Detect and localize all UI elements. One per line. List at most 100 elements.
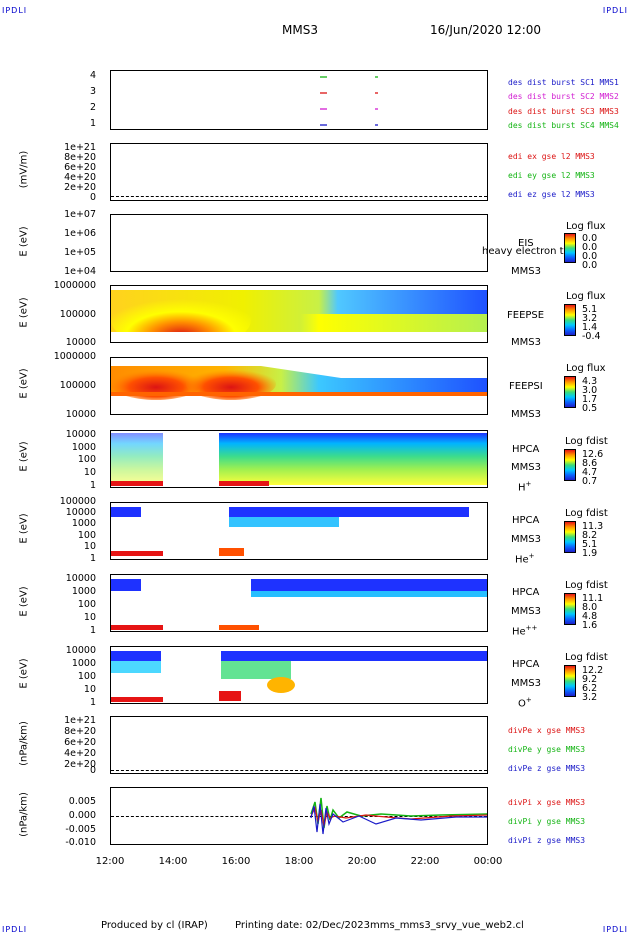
feepse-gap	[111, 332, 487, 342]
divpe-ytick-4: 2e+20	[64, 759, 96, 770]
hpca-hepp-band-b	[219, 625, 259, 630]
eis-overlay-text: heavy electron to	[482, 246, 570, 257]
hpca-hepp-cbar-title: Log fdist	[565, 580, 608, 591]
hpca-h-cbar-v3: 0.7	[582, 476, 598, 487]
divpe-legend-y: divPe y gse MMS3	[508, 745, 586, 754]
feepse-colorbar	[564, 304, 576, 336]
hpca-o-top-b	[221, 651, 487, 661]
divpe-ytick-0: 1e+21	[64, 715, 96, 726]
hpca-h-species-charge: +	[525, 480, 532, 488]
divpe-legend-z: divPe z gse MMS3	[508, 764, 586, 773]
feepse-cbar-v2: 1.4	[582, 322, 598, 333]
hpca-h-band-b	[219, 481, 269, 486]
burst-panel	[110, 70, 488, 130]
hpca-o-band-b	[219, 691, 241, 701]
edi-ytick-2: 6e+20	[64, 162, 96, 173]
corner-label-top-right: IPDLI	[602, 6, 628, 15]
edi-legend-z: edi ez gse l2 MMS3	[508, 190, 595, 199]
hpca-hepp-cbar-v2: 4.8	[582, 611, 598, 622]
hpca-hepp-ytick-0: 10000	[65, 573, 96, 584]
burst-ytick-2: 2	[89, 102, 96, 113]
feepse-ytick-0: 1000000	[53, 280, 96, 291]
hpca-hepp-species: He++	[512, 624, 537, 637]
divpi-trace-y	[310, 797, 487, 829]
eis-ylabel: E (eV)	[18, 226, 30, 257]
hpca-he-ytick-5: 1	[89, 553, 96, 564]
hpca-he-band-b	[219, 548, 244, 556]
edi-legend-x: edi ex gse l2 MMS3	[508, 152, 595, 161]
hpca-o-species: O+	[518, 696, 532, 709]
divpi-zero-line	[111, 816, 487, 817]
divpi-traces	[310, 797, 487, 835]
feepsi-cbar-v3: 0.5	[582, 403, 598, 414]
hpca-he-species-charge: +	[528, 552, 535, 560]
burst-legend-mms1: des dist burst SC1 MMS1	[508, 78, 619, 87]
eis-cbar-v3: 0.0	[582, 260, 598, 271]
xtick-0000: 00:00	[473, 856, 503, 867]
hpca-h-species: H+	[518, 480, 531, 493]
hpca-h-cbar-title: Log fdist	[565, 436, 608, 447]
hpca-hepp-ytick-2: 100	[77, 599, 96, 610]
eis-cbar-title: Log flux	[566, 221, 606, 232]
feepse-cbar-v0: 5.1	[582, 304, 598, 315]
xtick-2000: 20:00	[347, 856, 377, 867]
hpca-he-species: He+	[515, 552, 535, 565]
hpca-o-cbar-v3: 3.2	[582, 692, 598, 703]
xtick-2200: 22:00	[410, 856, 440, 867]
feepse-blob	[111, 290, 251, 342]
hpca-o-blob	[267, 677, 295, 693]
hpca-o-cbar-v0: 12.2	[582, 665, 604, 676]
burst-ytick-4: 4	[89, 70, 96, 81]
hpca-he-top-b	[229, 507, 469, 517]
feepsi-cbar-v2: 1.7	[582, 394, 598, 405]
divpi-legend-z: divPi z gse MMS3	[508, 836, 586, 845]
edi-ytick-5: 0	[89, 192, 96, 203]
hpca-he-cbar-title: Log fdist	[565, 508, 608, 519]
feepsi-ytick-2: 10000	[65, 409, 96, 420]
hpca-hepp-instrument-label: HPCA	[512, 587, 540, 598]
corner-label-bottom-left: IPDLI	[2, 925, 28, 934]
divpe-ylabel: (nPa/km)	[18, 721, 30, 766]
date-title: 16/Jun/2020 12:00	[430, 23, 542, 37]
corner-label-bottom-right: IPDLI	[602, 925, 628, 934]
xtick-1600: 16:00	[221, 856, 251, 867]
footer-filename: mms_mms3_srvy_vue_web2.cl	[370, 920, 524, 931]
hpca-o-species-charge: +	[525, 696, 532, 704]
hpca-hepp-cbar-v3: 1.6	[582, 620, 598, 631]
hpca-o-cbar-v2: 6.2	[582, 683, 598, 694]
xtick-1400: 14:00	[158, 856, 188, 867]
feepsi-cbar-v1: 3.0	[582, 385, 598, 396]
hpca-he-spectrogram	[111, 507, 469, 556]
hpca-h-cbar-v1: 8.6	[582, 458, 598, 469]
footer-printing-date: Printing date: 02/Dec/2023	[235, 920, 371, 931]
edi-zero-line	[111, 196, 487, 197]
hpca-he-species-name: He	[515, 554, 529, 566]
hpca-o-sc-label: MMS3	[511, 678, 541, 689]
hpca-he-ytick-4: 10	[83, 541, 96, 552]
feepsi-ylabel: E (eV)	[18, 368, 30, 399]
hpca-o-ytick-4: 1	[89, 697, 96, 708]
hpca-h-ytick-2: 100	[77, 454, 96, 465]
spacecraft-title: MMS3	[282, 23, 318, 37]
hpca-h-ytick-4: 1	[89, 480, 96, 491]
hpca-o-ytick-0: 10000	[65, 645, 96, 656]
corner-label-top-left: IPDLI	[2, 6, 28, 15]
hpca-h-cbar-v2: 4.7	[582, 467, 598, 478]
burst-marks	[320, 76, 378, 126]
feepse-cbar-v3: -0.4	[582, 331, 601, 342]
divpe-panel	[110, 716, 488, 774]
hpca-h-ytick-1: 1000	[71, 442, 96, 453]
hpca-h-ytick-0: 10000	[65, 429, 96, 440]
hpca-he-cbar-v1: 8.2	[582, 530, 598, 541]
burst-legend-mms4: des dist burst SC4 MMS4	[508, 121, 619, 130]
divpi-legend-x: divPi x gse MMS3	[508, 798, 586, 807]
feepse-ytick-2: 10000	[65, 337, 96, 348]
divpe-ytick-5: 0	[89, 765, 96, 776]
hpca-h-instrument-label: HPCA	[512, 444, 540, 455]
hpca-hepp-ylabel: E (eV)	[18, 586, 30, 617]
hpca-hepp-species-name: He	[512, 626, 526, 638]
hpca-hepp-ytick-4: 1	[89, 625, 96, 636]
feepse-cbar-title: Log flux	[566, 291, 606, 302]
eis-ytick-2: 1e+05	[64, 247, 96, 258]
hpca-o-colorbar	[564, 665, 576, 697]
